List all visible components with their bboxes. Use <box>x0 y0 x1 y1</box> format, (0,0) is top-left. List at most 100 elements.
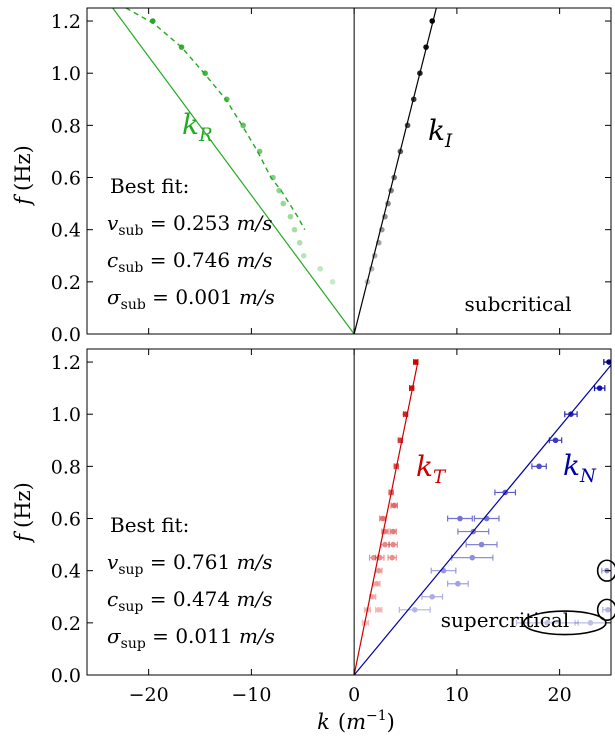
fit-unit: m/s <box>236 248 272 272</box>
data-point <box>368 554 379 561</box>
fit-line-text: csub = 0.746 m/s <box>107 248 272 276</box>
x-axis-label-unit: m <box>346 710 366 734</box>
fit-symbol: v <box>107 550 119 574</box>
data-marker <box>502 489 508 496</box>
data-point <box>240 122 246 129</box>
fit-symbol: σ <box>107 285 122 309</box>
data-point <box>423 44 429 50</box>
fit-symbol: c <box>107 587 118 611</box>
data-point <box>381 528 389 535</box>
fit-subscript: sup <box>118 599 143 615</box>
axes-frame <box>86 348 612 676</box>
data-marker <box>402 411 409 418</box>
data-marker <box>596 385 603 391</box>
data-marker <box>300 252 307 259</box>
data-marker <box>390 528 396 535</box>
data-point <box>447 515 473 522</box>
fit-symbol: σ <box>107 624 122 648</box>
x-axis-label: k (m−1) <box>317 708 395 734</box>
data-point <box>280 200 287 207</box>
data-marker <box>369 593 376 600</box>
highlight-ellipse <box>596 559 615 582</box>
data-marker <box>417 70 423 76</box>
data-marker <box>317 266 324 272</box>
y-axis-label-top: f (Hz) <box>11 145 35 207</box>
fit-line <box>353 364 611 675</box>
data-marker <box>377 554 383 561</box>
highlight-ellipse <box>596 598 615 622</box>
fit-unit: m/s <box>239 285 275 309</box>
series-label-base: k <box>416 450 433 483</box>
series-k-R <box>112 8 355 334</box>
data-marker <box>375 239 382 246</box>
data-point <box>410 96 417 103</box>
fit-line-text: vsup = 0.761 m/s <box>107 550 273 578</box>
series-label: kI <box>428 114 453 152</box>
data-marker <box>291 226 298 233</box>
data-point <box>388 541 398 548</box>
series-label-base: k <box>563 449 580 482</box>
y-tick-label: 0.2 <box>51 613 81 635</box>
data-marker <box>483 515 490 522</box>
data-point <box>375 239 382 246</box>
data-point <box>391 174 398 181</box>
data-marker <box>393 463 400 470</box>
fit-value: 0.253 <box>173 211 237 235</box>
data-marker <box>364 279 371 285</box>
y-tick-label: 0.8 <box>51 115 81 137</box>
data-point <box>202 70 208 76</box>
data-marker <box>382 528 388 535</box>
y-tick-label: 1.2 <box>51 352 81 374</box>
data-marker <box>280 200 287 207</box>
data-marker <box>370 554 377 561</box>
data-marker <box>149 18 156 24</box>
data-marker <box>371 252 378 259</box>
fit-value: 0.761 <box>173 550 237 574</box>
data-point <box>385 200 391 207</box>
y-tick-label: 0.6 <box>51 509 81 531</box>
y-tick-label: 1.2 <box>51 11 81 33</box>
data-marker <box>429 593 436 600</box>
data-marker <box>391 174 398 181</box>
data-point <box>430 567 457 574</box>
fit-unit: m/s <box>236 587 272 611</box>
data-point <box>373 580 381 587</box>
data-point <box>256 148 263 155</box>
data-marker <box>397 437 404 444</box>
y-tick-label: 0.8 <box>51 456 81 478</box>
data-marker <box>587 620 594 626</box>
y-tick-label: 0.0 <box>51 324 81 346</box>
data-marker <box>375 607 382 613</box>
fit-line <box>112 8 355 334</box>
fit-equals: = <box>146 624 175 648</box>
data-point <box>602 606 611 613</box>
data-point <box>375 567 383 574</box>
fit-equals: = <box>143 211 172 235</box>
x-tick-label: 10 <box>445 684 469 706</box>
data-marker <box>296 239 303 246</box>
data-point <box>388 187 394 194</box>
x-axis-label-open: ( <box>338 710 346 734</box>
y-tick-label: 0.4 <box>51 561 81 583</box>
data-marker <box>404 122 411 129</box>
data-marker <box>388 489 394 496</box>
data-point <box>473 515 500 522</box>
fit-unit: m/s <box>237 211 273 235</box>
series-label-base: k <box>182 108 199 141</box>
data-marker <box>411 607 418 613</box>
data-marker <box>375 567 382 574</box>
data-point <box>375 554 385 561</box>
fit-subscript: sub <box>118 260 143 276</box>
data-point <box>379 515 387 522</box>
plot-area <box>353 349 611 675</box>
fit-unit: m/s <box>239 624 275 648</box>
plot-area <box>112 8 437 334</box>
data-point <box>515 619 579 626</box>
data-marker <box>380 515 386 522</box>
data-point <box>417 70 423 76</box>
data-point <box>270 174 276 181</box>
data-point <box>388 489 394 496</box>
regime-label: subcritical <box>464 292 571 316</box>
